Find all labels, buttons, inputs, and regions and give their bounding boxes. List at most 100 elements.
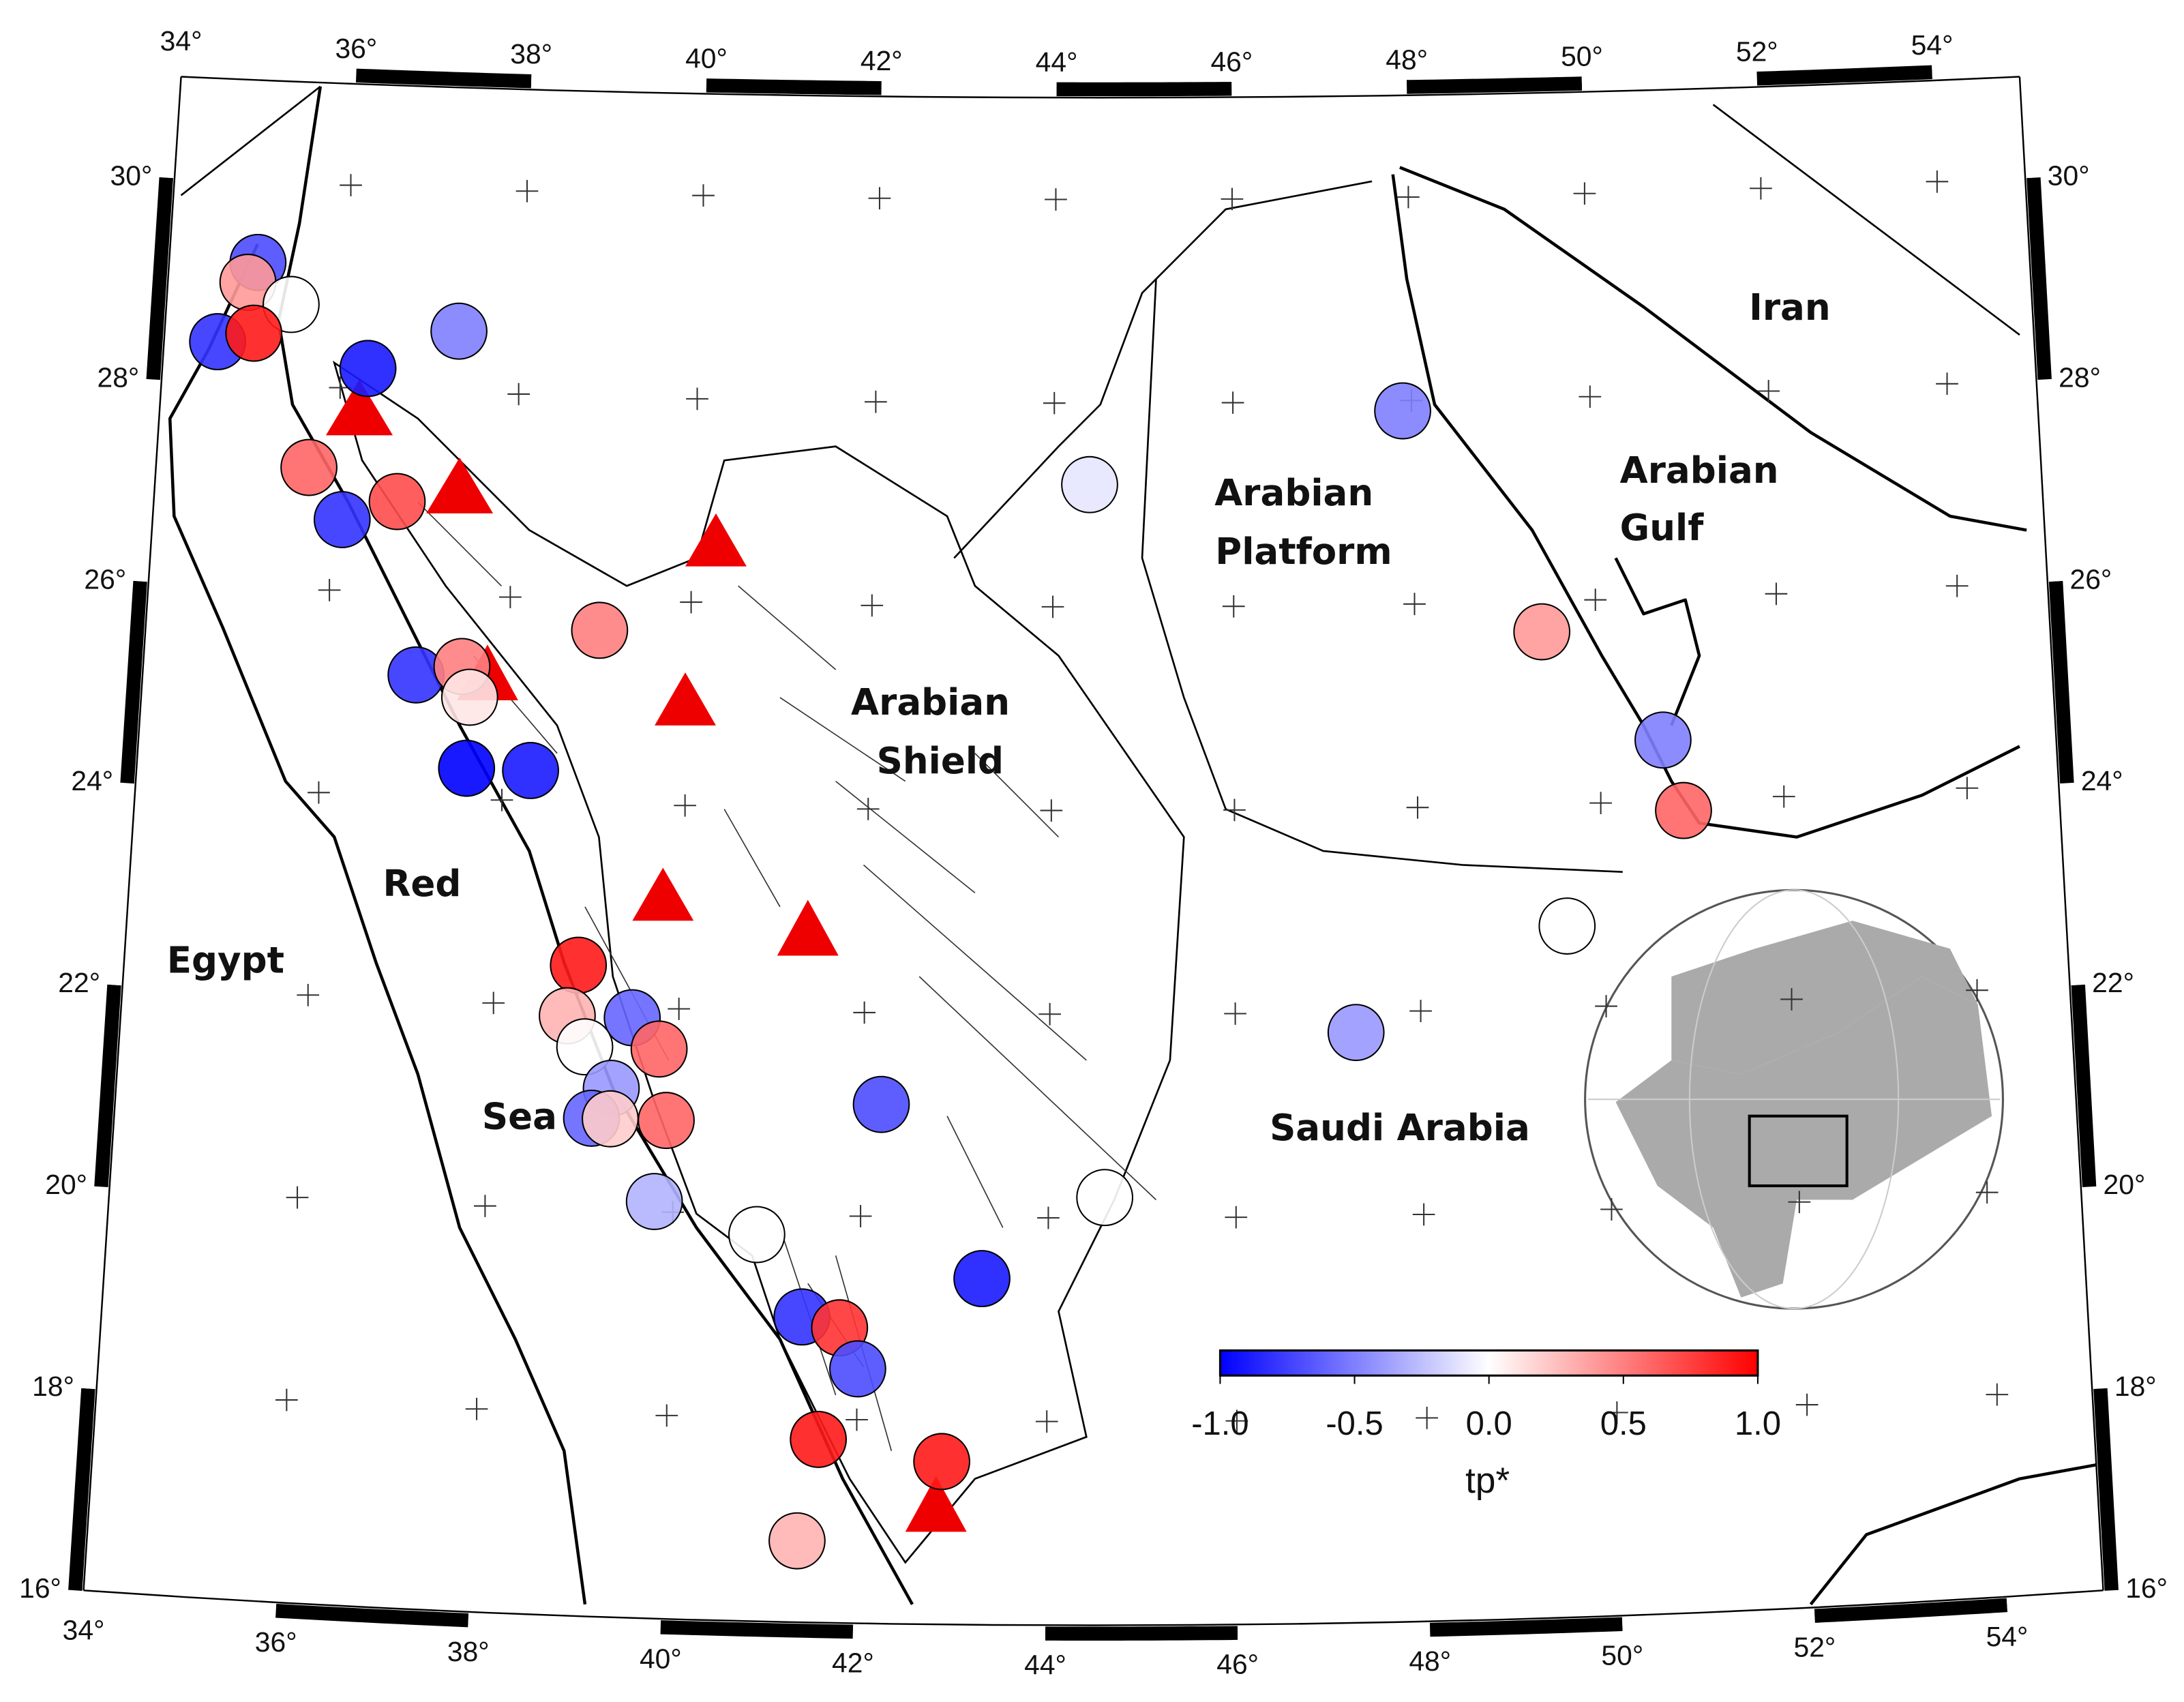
lat-tick-label: 22° (58, 967, 100, 998)
frame-bar (133, 378, 160, 582)
frame-bar (1621, 1609, 1815, 1631)
graticule-cross (674, 794, 696, 817)
graticule-cross (1595, 995, 1617, 1017)
place-label: Iran (1749, 286, 1831, 329)
graticule-cross (1222, 595, 1245, 618)
lat-tick-label: 26° (84, 563, 126, 595)
station (430, 302, 488, 360)
lat-tick-label: 16° (2125, 1572, 2168, 1604)
coastline (1399, 166, 2027, 532)
graticule-cross (1221, 391, 1244, 414)
lon-tick-label: 46° (1210, 46, 1253, 77)
volcanic-field (685, 513, 747, 567)
graticule-cross (1416, 1407, 1438, 1429)
station (556, 1018, 614, 1076)
station (550, 936, 608, 994)
frame-bar (660, 1620, 854, 1639)
frame-bar (181, 61, 357, 83)
lon-tick-label: 48° (1386, 44, 1428, 75)
graticule-cross (865, 390, 887, 413)
place-label: Saudi Arabia (1270, 1107, 1530, 1149)
graticule-cross (1956, 777, 1979, 800)
graticule-cross (1412, 1203, 1435, 1226)
frame-bar (2037, 378, 2063, 582)
frame-bar (706, 78, 882, 95)
volcanic-field (655, 672, 716, 726)
colorbar-tick-label: -0.5 (1326, 1405, 1383, 1442)
lat-tick-label: 30° (2048, 160, 2090, 191)
frame-bar (2048, 580, 2074, 783)
frame-bar (1581, 72, 1758, 91)
place-label: Arabian (1620, 449, 1779, 492)
station (638, 1092, 695, 1150)
frame-bar (1406, 76, 1583, 94)
lat-tick-label: 26° (2069, 563, 2112, 595)
frame-bar (94, 984, 121, 1188)
station (1538, 897, 1596, 955)
lat-tick-label: 18° (32, 1371, 74, 1402)
graticule-cross (318, 579, 341, 601)
frame-bar (1932, 61, 2020, 80)
graticule-cross (1750, 177, 1772, 200)
lon-tick-label: 34° (160, 25, 203, 57)
station (1374, 382, 1431, 440)
station (1655, 781, 1712, 839)
graticule-cross (1757, 380, 1780, 402)
frame-bar (1231, 80, 1407, 96)
lat-tick-label: 24° (2081, 765, 2123, 796)
frame-bar (881, 80, 1057, 97)
lon-tick-label: 50° (1561, 40, 1603, 72)
coastline (1614, 557, 1701, 726)
graticule-cross (1573, 182, 1596, 205)
graticule-cross (1221, 188, 1244, 211)
graticule-cross (490, 788, 513, 811)
graticule-cross (853, 1001, 876, 1024)
lon-tick-label: 48° (1409, 1645, 1451, 1677)
colorbar-tick-label: 0.5 (1600, 1405, 1647, 1442)
station (625, 1173, 683, 1230)
station (829, 1340, 886, 1398)
lon-tick-label: 54° (1911, 29, 1954, 61)
graticule-cross (686, 387, 708, 410)
graticule-cross (1589, 792, 1612, 814)
lat-tick-label: 18° (2114, 1371, 2157, 1402)
station (852, 1075, 910, 1133)
volcanic-field (426, 458, 494, 513)
station (1061, 456, 1118, 513)
station (502, 742, 559, 799)
station (728, 1206, 786, 1264)
graticule-cross (1037, 1206, 1060, 1229)
station (1076, 1169, 1134, 1227)
station (953, 1250, 1011, 1308)
frame-bar (530, 74, 707, 93)
graticule-cross (692, 184, 715, 207)
colorbar-label: tp* (1465, 1461, 1510, 1501)
colorbar-tick-label: -1.0 (1191, 1405, 1248, 1442)
graticule-cross (1409, 1000, 1432, 1022)
frame-bar (355, 68, 532, 89)
globe-inset (1584, 889, 2004, 1310)
lat-tick-label: 28° (2059, 361, 2101, 393)
station (368, 473, 426, 531)
graticule-cross (275, 1388, 298, 1412)
volcanic-field (325, 379, 393, 436)
coastline (277, 86, 914, 1605)
place-label: Arabian (851, 681, 1010, 723)
graticule-cross (1040, 799, 1063, 822)
volcanic-field (632, 867, 694, 921)
frame-bar (1814, 1598, 2008, 1623)
graticule-cross (856, 798, 880, 820)
graticule-cross (1936, 372, 1958, 395)
lon-tick-label: 34° (63, 1614, 105, 1645)
place-label: Red (383, 863, 461, 905)
frame-bar (468, 1613, 661, 1634)
lon-tick-label: 46° (1216, 1649, 1259, 1680)
lat-tick-label: 20° (2104, 1169, 2146, 1200)
graticule-cross (1975, 1181, 1999, 1204)
graticule-cross (655, 1404, 678, 1427)
graticule-cross (868, 187, 891, 210)
station (630, 1020, 688, 1078)
station (768, 1512, 826, 1570)
lon-tick-label: 52° (1794, 1632, 1836, 1663)
frame-bar (68, 1388, 95, 1591)
